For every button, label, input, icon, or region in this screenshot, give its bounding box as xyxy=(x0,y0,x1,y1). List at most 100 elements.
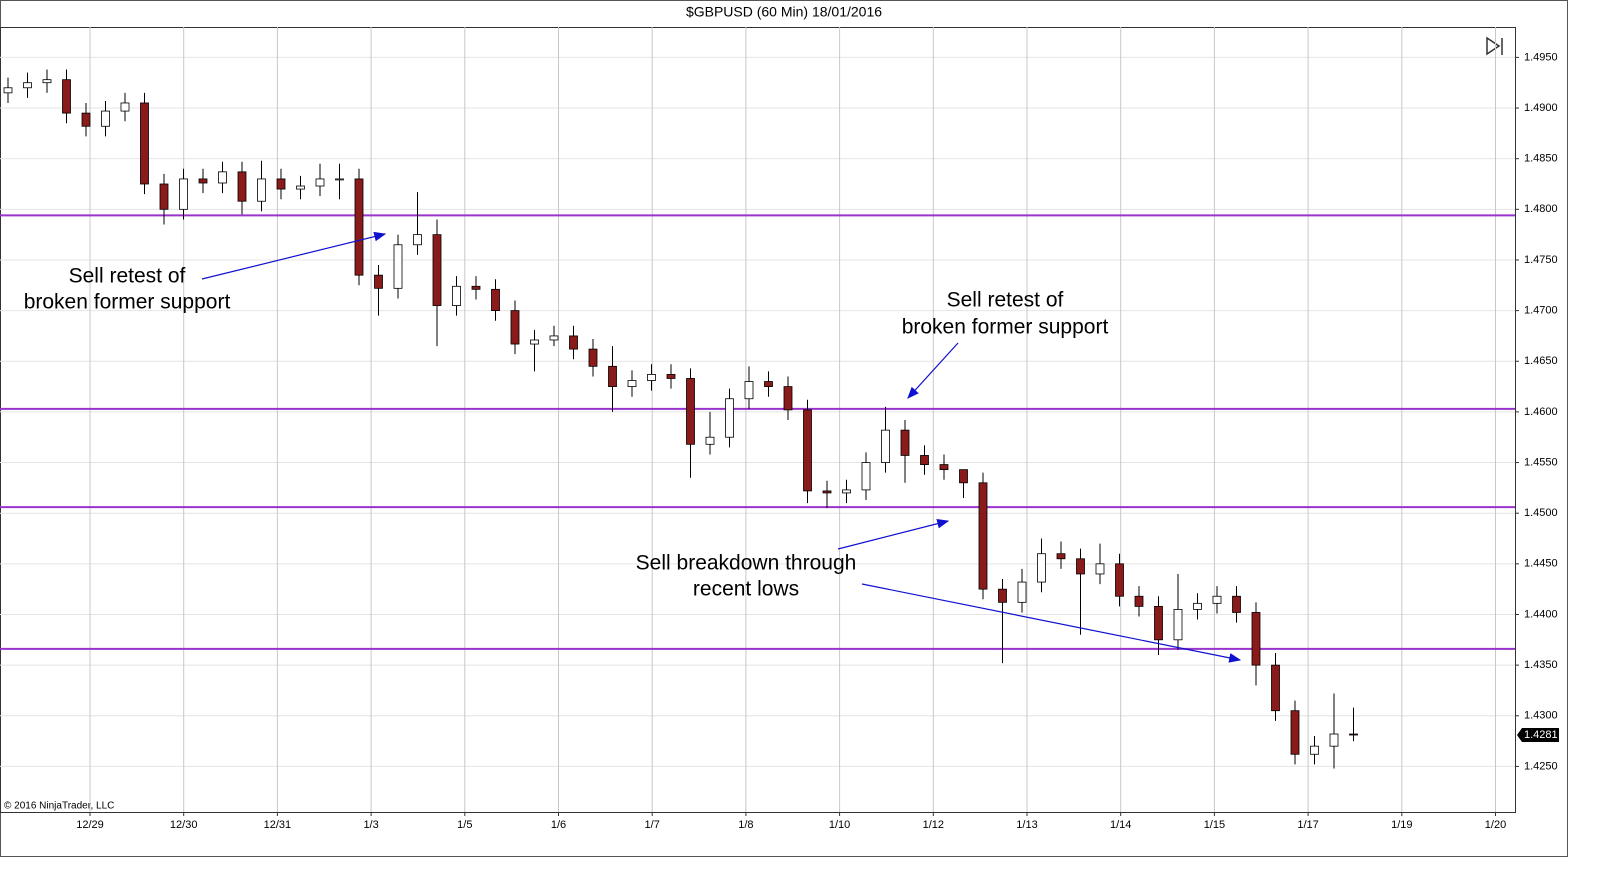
y-tick-label: 1.4650 xyxy=(1524,355,1558,367)
x-tick-label: 1/19 xyxy=(1391,819,1412,831)
candle-body xyxy=(1232,595,1241,613)
candle-body xyxy=(432,234,442,306)
y-tick-label: 1.4850 xyxy=(1524,153,1558,165)
x-tick-label: 1/12 xyxy=(923,819,944,831)
arrow xyxy=(907,342,959,399)
candle-body xyxy=(842,489,851,494)
candle-body xyxy=(257,178,266,202)
candle-body xyxy=(1154,605,1163,641)
candle-body xyxy=(452,285,461,306)
candle-body xyxy=(120,102,130,112)
x-tick-label: 1/20 xyxy=(1485,819,1506,831)
candle-body xyxy=(1037,553,1046,583)
candle-body xyxy=(1290,710,1300,755)
candle-body xyxy=(1095,563,1105,575)
candle-body xyxy=(335,178,344,181)
x-tick-label: 1/10 xyxy=(829,819,850,831)
scroll-end-icon[interactable] xyxy=(1486,36,1503,56)
y-tick-label: 1.4600 xyxy=(1524,406,1558,418)
candle-body xyxy=(315,178,325,187)
x-tick-label: 12/30 xyxy=(170,819,198,831)
candle-body xyxy=(1212,595,1222,604)
candle-body xyxy=(1193,602,1202,610)
candle-body xyxy=(510,310,520,345)
candle-body xyxy=(62,79,71,114)
candle-body xyxy=(549,335,559,341)
candle-body xyxy=(140,102,149,185)
last-price-badge xyxy=(1517,728,1559,743)
annotation: broken former support xyxy=(902,316,1109,339)
annotation: Sell breakdown through xyxy=(636,552,857,575)
candle-body xyxy=(1056,553,1066,560)
candle-body xyxy=(900,429,910,456)
candle-body xyxy=(920,455,929,465)
candle-body xyxy=(159,183,169,210)
candle-body xyxy=(530,339,539,345)
x-tick-label: 1/6 xyxy=(551,819,566,831)
y-tick-label: 1.4950 xyxy=(1524,51,1558,63)
annotation: recent lows xyxy=(693,578,799,601)
x-tick-label: 1/17 xyxy=(1297,819,1318,831)
candle-body xyxy=(1134,595,1144,607)
x-tick-label: 1/14 xyxy=(1110,819,1131,831)
arrow xyxy=(201,231,387,280)
candle-body xyxy=(81,112,91,127)
candle-body xyxy=(588,348,598,367)
candle-body xyxy=(413,234,422,246)
candle-body xyxy=(198,178,208,184)
y-tick-label: 1.4500 xyxy=(1524,507,1558,519)
x-tick-label: 1/8 xyxy=(738,819,753,831)
candle-body xyxy=(1115,563,1124,597)
candle-body xyxy=(1329,733,1339,747)
candle-body xyxy=(354,178,364,276)
candle-body xyxy=(296,185,305,190)
candle-body xyxy=(218,171,227,184)
annotation: broken former support xyxy=(24,291,231,314)
y-tick-label: 1.4350 xyxy=(1524,659,1558,671)
arrow xyxy=(837,519,950,550)
candle-body xyxy=(764,381,773,387)
candle-body xyxy=(276,178,286,190)
candle-body xyxy=(3,87,13,94)
candle-body xyxy=(374,274,383,289)
x-tick-label: 1/3 xyxy=(363,819,378,831)
candle-body xyxy=(1310,745,1319,755)
x-tick-label: 12/31 xyxy=(264,819,292,831)
candle-body xyxy=(1349,733,1358,736)
candle-body xyxy=(1251,612,1261,666)
y-tick-label: 1.4400 xyxy=(1524,608,1558,620)
x-tick-label: 1/15 xyxy=(1204,819,1225,831)
candle-body xyxy=(881,429,890,463)
y-tick-label: 1.4800 xyxy=(1524,203,1558,215)
candle-body xyxy=(686,378,695,445)
candle-body xyxy=(23,82,32,89)
y-tick-label: 1.4900 xyxy=(1524,102,1558,114)
annotation: Sell retest of xyxy=(947,289,1064,312)
plot-area xyxy=(0,27,1516,813)
candle-body xyxy=(237,171,247,202)
x-tick-label: 1/5 xyxy=(457,819,472,831)
candle-body xyxy=(744,381,754,400)
candle-body xyxy=(666,374,676,379)
frame xyxy=(0,0,1568,857)
x-tick-label: 1/13 xyxy=(1016,819,1037,831)
candle-body xyxy=(1017,581,1027,603)
y-tick-label: 1.4750 xyxy=(1524,254,1558,266)
candle-body xyxy=(1173,609,1183,641)
candle-body xyxy=(627,380,637,387)
candle-body xyxy=(393,244,403,289)
y-tick-label: 1.4550 xyxy=(1524,456,1558,468)
annotations: Sell retest of broken former support Sel… xyxy=(24,231,1242,663)
candle-body xyxy=(861,462,871,491)
candle-body xyxy=(647,374,656,381)
candle-body xyxy=(179,178,188,210)
annotation: Sell retest of xyxy=(69,265,186,288)
arrow xyxy=(861,583,1242,663)
credit: © 2016 NinjaTrader, LLC xyxy=(4,801,114,812)
candle-body xyxy=(822,490,832,494)
candle-body xyxy=(1076,558,1085,575)
candle-body xyxy=(939,464,949,471)
candle-body xyxy=(783,386,793,411)
y-tick-label: 1.4300 xyxy=(1524,710,1558,722)
